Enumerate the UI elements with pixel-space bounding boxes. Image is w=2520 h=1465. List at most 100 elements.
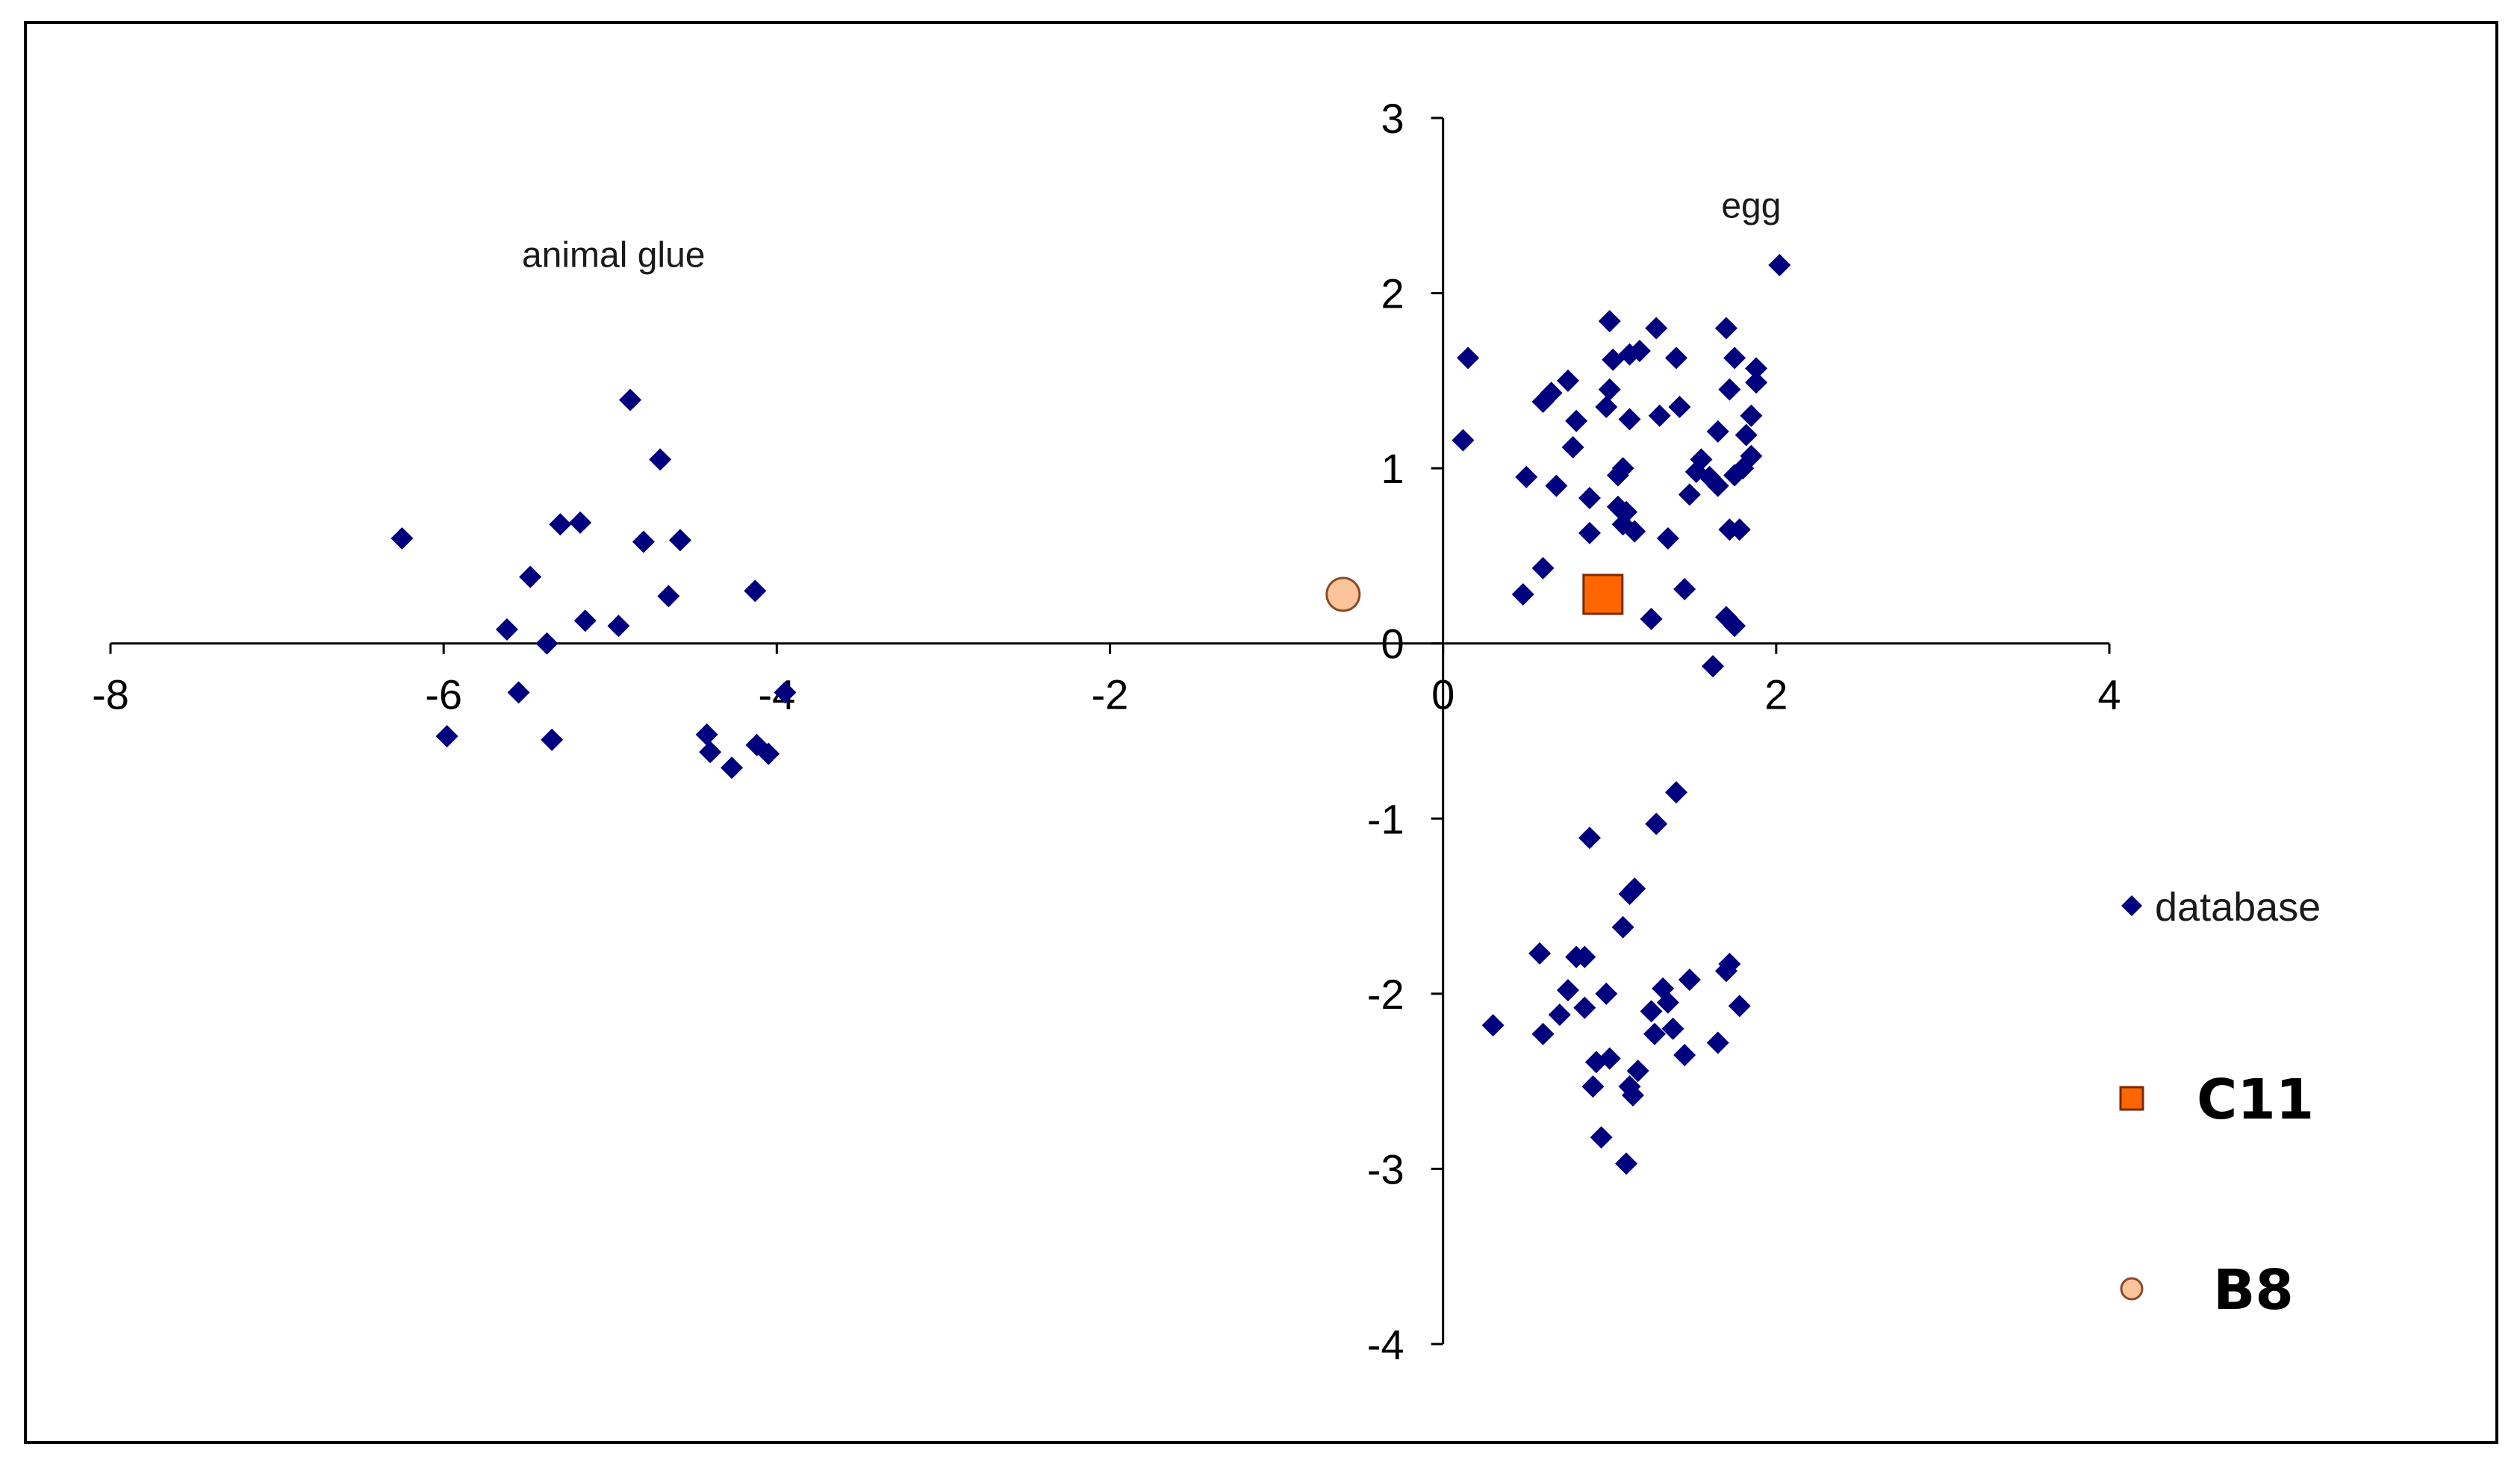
point-database [1673, 1043, 1696, 1066]
point-database [1640, 607, 1663, 630]
point-database [1598, 310, 1621, 333]
y-tick-label: 1 [1381, 445, 1404, 492]
point-database [1690, 448, 1713, 471]
point-b8 [1325, 576, 1361, 612]
point-database [657, 585, 680, 608]
point-database [1645, 317, 1668, 340]
point-database [1578, 487, 1601, 510]
point-database [1565, 409, 1588, 432]
point-database [1643, 1022, 1666, 1045]
point-database [1578, 827, 1601, 850]
point-database [1645, 812, 1668, 836]
point-database [507, 681, 530, 704]
point-database [668, 529, 691, 552]
point-database [774, 681, 797, 704]
point-database [1673, 577, 1696, 600]
x-tick-label: 2 [1764, 671, 1788, 718]
point-database [1481, 1014, 1505, 1037]
annotation-label: egg [1721, 187, 1781, 226]
point-database [1598, 1047, 1621, 1070]
point-c11 [1582, 573, 1624, 615]
point-database [541, 728, 564, 751]
point-database [435, 725, 458, 748]
point-database [519, 565, 542, 588]
y-tick-label: 2 [1381, 270, 1404, 317]
legend-marker-database [2121, 895, 2142, 916]
point-database [1740, 444, 1763, 467]
point-database [391, 526, 414, 550]
point-database [607, 615, 630, 638]
point-database [699, 741, 722, 764]
point-database [1618, 408, 1641, 431]
chart-frame [24, 21, 2498, 1444]
point-database [1561, 435, 1584, 458]
point-database [1615, 1152, 1638, 1175]
point-database [1735, 423, 1758, 447]
point-database [1556, 979, 1579, 1002]
legend-marker-b8 [2120, 1277, 2144, 1301]
point-database [1656, 991, 1679, 1014]
point-database [1573, 945, 1596, 968]
point-database [1623, 877, 1646, 901]
point-database [1511, 583, 1534, 606]
point-database [1548, 1004, 1571, 1027]
point-database [1706, 1031, 1729, 1054]
point-database [1656, 526, 1679, 550]
point-database [649, 448, 672, 471]
point-database [1740, 404, 1763, 427]
y-tick-label: -1 [1367, 795, 1404, 842]
point-database [1664, 781, 1687, 804]
point-database [1723, 346, 1746, 370]
point-database [1714, 317, 1737, 340]
point-database [1640, 1000, 1663, 1023]
point-database [1578, 521, 1601, 544]
point-database [757, 742, 780, 765]
x-tick-label: -6 [425, 671, 462, 718]
y-tick-label: 3 [1381, 95, 1404, 142]
point-database [1648, 404, 1671, 427]
point-database [721, 756, 744, 780]
annotations: animal glue egg [522, 187, 1781, 276]
point-database [1623, 520, 1646, 543]
point-database [1718, 378, 1741, 401]
point-database [1452, 429, 1475, 452]
point-database [1745, 371, 1768, 394]
point-database [1457, 346, 1480, 370]
legend-label-c11: C11 [2197, 1068, 2314, 1132]
x-tick-label: 4 [2097, 671, 2121, 718]
y-tick-label: 0 [1381, 620, 1404, 668]
legend-label-database: database [2155, 885, 2321, 930]
point-database [1528, 942, 1552, 965]
point-database [1768, 254, 1791, 277]
point-database [1728, 518, 1751, 541]
point-database [1611, 457, 1634, 480]
point-database [1590, 1126, 1613, 1149]
point-database [1515, 465, 1538, 488]
point-database [1661, 1017, 1684, 1040]
point-database [1573, 996, 1596, 1019]
point-database [744, 579, 767, 603]
point-database [1602, 348, 1625, 371]
point-database [1556, 369, 1579, 392]
data-marks [391, 254, 1791, 1175]
point-database [573, 609, 597, 632]
point-database [1540, 382, 1563, 405]
y-tick-label: -4 [1367, 1321, 1404, 1368]
point-database [1728, 995, 1751, 1018]
x-tick-label: 0 [1431, 671, 1455, 718]
point-database [1531, 556, 1555, 579]
point-database [1664, 346, 1687, 370]
point-database [1581, 1075, 1605, 1098]
point-database [549, 513, 572, 536]
point-database [619, 388, 642, 411]
legend-label-b8: B8 [2213, 1258, 2294, 1322]
point-database [1628, 339, 1651, 362]
point-database [1598, 378, 1621, 401]
point-database [1723, 615, 1746, 638]
point-database [535, 632, 559, 655]
point-database [1745, 357, 1768, 380]
point-database [1678, 483, 1701, 506]
x-tick-label: -8 [92, 671, 129, 718]
legend-marker-c11 [2119, 1086, 2144, 1111]
